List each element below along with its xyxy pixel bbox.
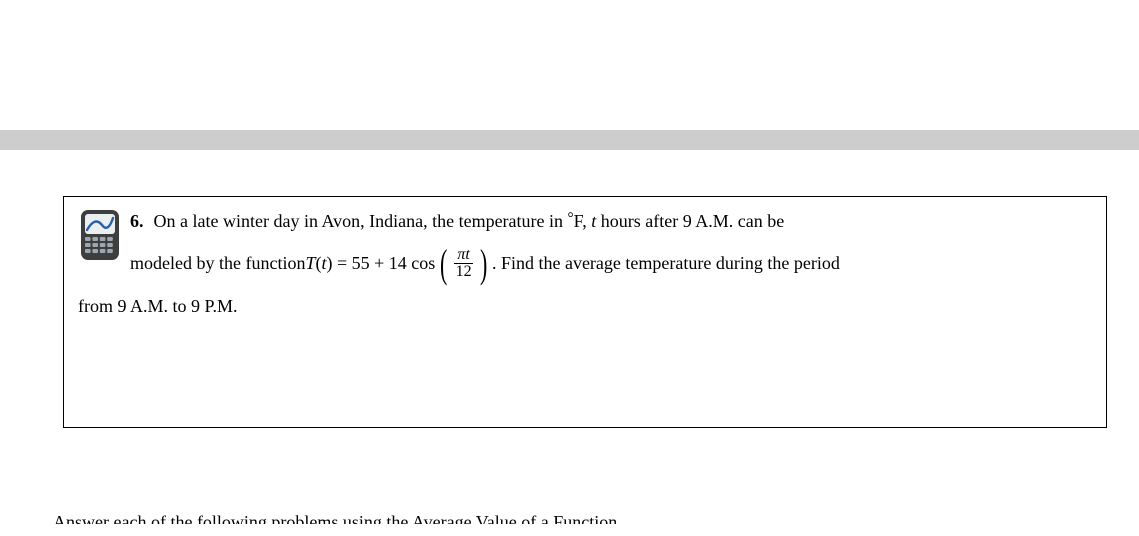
unit-f: F xyxy=(574,211,583,231)
function-T: T xyxy=(305,249,315,278)
frac-bot: 12 xyxy=(453,264,475,281)
text-seg-c: hours after 9 A.M. can be xyxy=(596,211,784,231)
problem-box: 6. On a late winter day in Avon, Indiana,… xyxy=(63,196,1107,428)
text-seg-e: . Find the average temperature during th… xyxy=(492,249,840,278)
problem-text: 6. On a late winter day in Avon, Indiana,… xyxy=(78,207,1092,321)
footer-clip xyxy=(0,524,1139,536)
problem-number: 6. xyxy=(130,211,144,231)
calculator-icon xyxy=(78,209,122,261)
fn-rest: ) = 55 + 14 cos xyxy=(327,249,436,278)
text-seg-f: from 9 A.M. to 9 P.M. xyxy=(78,296,238,316)
text-seg-b: , xyxy=(582,211,591,231)
fraction: πt 12 xyxy=(453,247,475,282)
text-seg-a: On a late winter day in Avon, Indiana, t… xyxy=(154,211,568,231)
section-divider xyxy=(0,130,1139,150)
paren-right: ) xyxy=(480,244,487,284)
text-seg-d: modeled by the function xyxy=(130,249,305,278)
frac-t: t xyxy=(465,246,469,263)
big-paren: ( πt 12 ) xyxy=(437,242,490,286)
paren-left: ( xyxy=(440,244,447,284)
